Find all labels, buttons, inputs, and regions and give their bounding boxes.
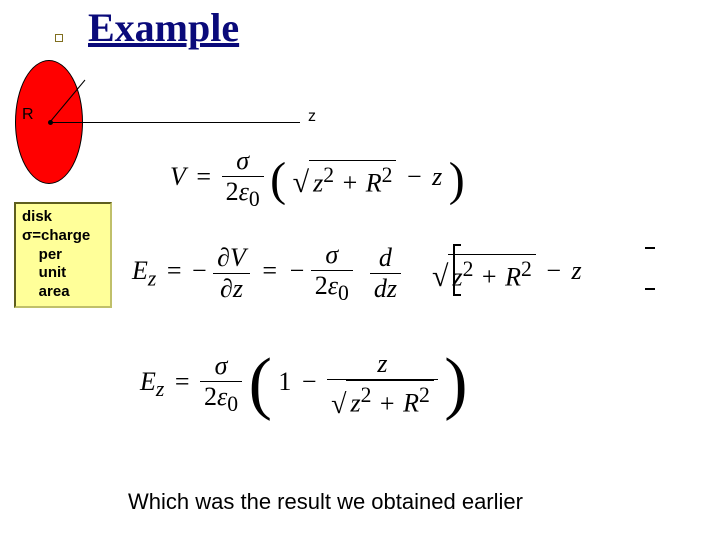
eq3-sigma-frac: σ 2ε0 — [200, 351, 242, 417]
axis-origin-dot — [48, 120, 53, 125]
equation-efield-derivation: Ez = − ∂V ∂z = − σ 2ε0 d dz √ z2 + R2 − … — [132, 240, 582, 306]
slide-title: Example — [88, 4, 239, 51]
eq3-sqrt: √ z2 + R2 — [331, 380, 434, 419]
eq2-sqrt: √ z2 + R2 — [432, 254, 536, 293]
eq2-open-bracket — [453, 244, 461, 296]
conclusion-text: Which was the result we obtained earlier — [128, 489, 523, 515]
eq2-tick-top — [645, 247, 655, 249]
eq2-sigma-frac: σ 2ε0 — [311, 240, 353, 306]
eq1-sqrt: √ z2 + R2 — [293, 160, 397, 199]
sigma-definition-box: diskσ=charge per unit area — [14, 202, 112, 308]
equation-potential: V = σ 2ε0 ( √ z2 + R2 − z ) — [170, 146, 465, 212]
z-label: z — [308, 108, 316, 126]
eq1-sigma-frac: σ 2ε0 — [222, 146, 264, 212]
eq3-inner-frac: z √ z2 + R2 — [327, 349, 438, 419]
z-axis — [50, 122, 300, 123]
r-label: R — [22, 106, 34, 124]
eq1-lhs: V — [170, 162, 186, 191]
eq2-dvdz: ∂V ∂z — [213, 243, 250, 304]
title-bullet — [55, 34, 63, 42]
eq2-ddz: d dz — [370, 243, 401, 304]
eq2-tick-bottom — [645, 288, 655, 290]
equation-efield-result: Ez = σ 2ε0 ( 1 − z √ z2 + R2 ) — [140, 344, 468, 424]
